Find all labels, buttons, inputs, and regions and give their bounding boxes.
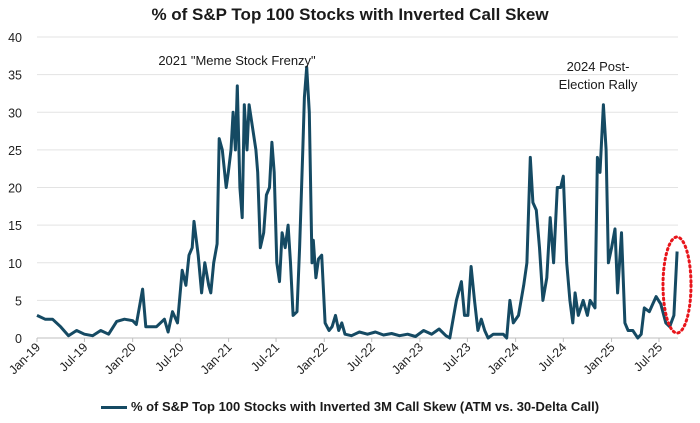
annotation-meme-stock: 2021 "Meme Stock Frenzy" (158, 53, 316, 68)
y-tick-label: 30 (8, 106, 22, 120)
y-tick-label: 25 (8, 144, 22, 158)
x-tick-label: Jan-23 (389, 340, 426, 377)
y-tick-label: 5 (15, 294, 22, 308)
x-tick-label: Jan-20 (102, 340, 139, 377)
x-tick-label: Jul-20 (153, 340, 187, 374)
x-tick-label: Jan-21 (198, 340, 235, 377)
y-tick-label: 35 (8, 69, 22, 83)
x-tick-label: Jul-22 (344, 340, 378, 374)
y-axis-ticks: 0 5 10 15 20 25 30 35 40 (8, 31, 22, 346)
x-axis-ticks: Jan-19 Jul-19 Jan-20 Jul-20 Jan-21 Jul-21 Jan-… (6, 338, 665, 377)
gridlines (37, 36, 678, 339)
x-tick-label: Jul-21 (248, 340, 282, 374)
legend-label: % of S&P Top 100 Stocks with Inverted 3M… (130, 399, 600, 414)
x-tick-label: Jul-19 (57, 340, 91, 374)
x-tick-label: Jul-24 (535, 340, 569, 374)
chart-title: % of S&P Top 100 Stocks with Inverted Ca… (151, 5, 549, 24)
y-tick-label: 20 (8, 182, 22, 196)
y-tick-label: 15 (8, 219, 22, 233)
legend-swatch (100, 406, 127, 410)
y-tick-label: 0 (15, 332, 22, 346)
x-tick-label: Jan-25 (581, 340, 618, 377)
series-line (36, 65, 679, 340)
y-tick-label: 10 (8, 257, 22, 271)
annotation-post-election-line2: Election Rally (559, 77, 638, 92)
annotation-post-election-line1: 2024 Post- (567, 59, 630, 74)
legend: % of S&P Top 100 Stocks with Inverted 3M… (0, 399, 700, 414)
highlight-ellipse (661, 235, 693, 335)
x-tick-label: Jan-22 (293, 340, 330, 377)
y-tick-label: 40 (8, 31, 22, 45)
x-tick-label: Jan-24 (485, 340, 522, 377)
x-tick-label: Jul-23 (440, 340, 474, 374)
x-tick-label: Jul-25 (631, 340, 665, 374)
x-tick-label: Jan-19 (6, 340, 43, 377)
